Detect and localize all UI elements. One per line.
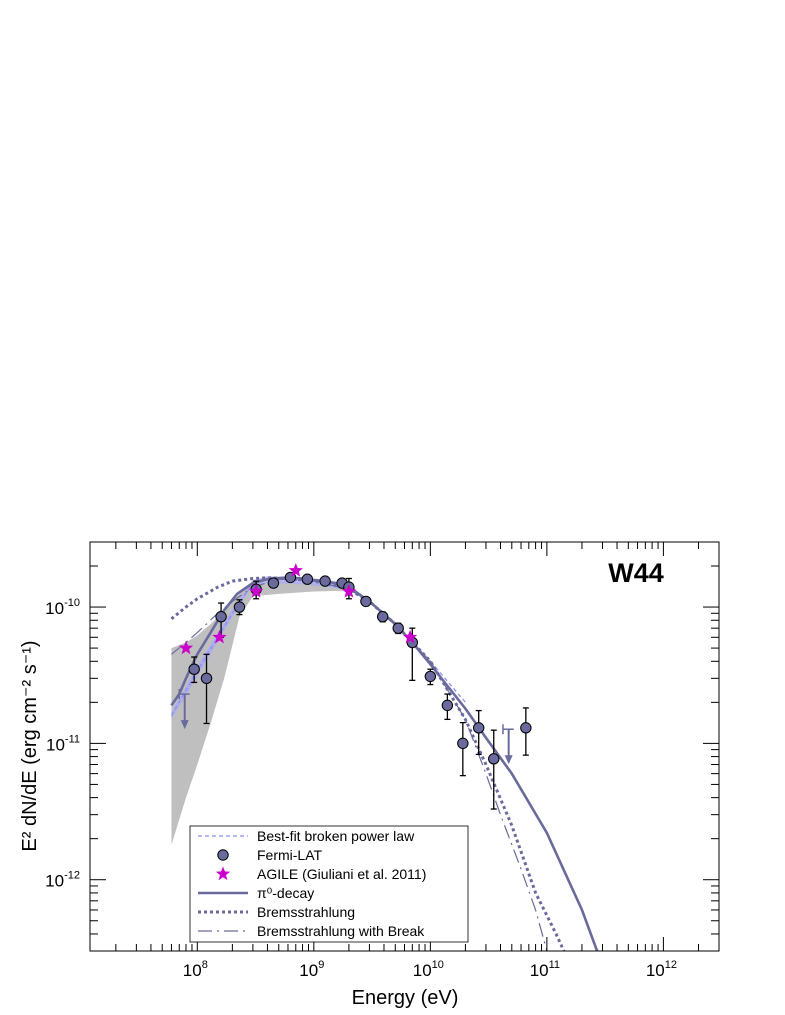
tick-label-exponent: -11 <box>65 733 80 745</box>
agile-point <box>249 584 264 598</box>
series-line-5 <box>171 578 548 951</box>
tick-label-exponent: 11 <box>549 959 560 971</box>
fermi-point <box>457 737 469 750</box>
fermi-point <box>392 622 404 634</box>
agile-point <box>178 640 194 655</box>
x-tick-label: 1012 <box>646 959 677 980</box>
fermi-point <box>441 699 454 712</box>
agile-point <box>288 563 303 577</box>
legend-label: AGILE (Giuliani et al. 2011) <box>257 866 426 882</box>
legend-label: π⁰-decay <box>257 885 314 901</box>
legend-box <box>189 825 469 943</box>
legend-swatch-star <box>215 866 231 881</box>
tick-label-base: 10 <box>646 961 665 980</box>
tick-label-base: 10 <box>45 872 64 891</box>
fermi-point <box>319 575 331 587</box>
fermi-point <box>488 753 500 765</box>
fermi-point <box>473 722 485 734</box>
tick-label-exponent: 10 <box>432 959 444 971</box>
fermi-point <box>376 610 389 623</box>
upper-limit-arrow <box>180 720 189 730</box>
systematic-uncertainty-band <box>171 581 349 845</box>
tick-label-exponent: 12 <box>665 959 677 971</box>
x-tick-label: 1011 <box>530 959 560 980</box>
data-points-layer <box>178 563 532 810</box>
x-tick-label: 108 <box>183 959 208 980</box>
fermi-point <box>233 601 246 613</box>
legend-label: Bremsstrahlung with Break <box>257 923 425 939</box>
tick-label-exponent: 8 <box>202 959 208 971</box>
tick-label-base: 10 <box>299 961 318 980</box>
legend-label: Bremsstrahlung <box>257 904 355 920</box>
tick-label-base: 10 <box>45 599 64 618</box>
tick-label-exponent: -10 <box>64 597 80 609</box>
fermi-point <box>188 663 200 675</box>
fermi-point <box>520 722 532 734</box>
legend-label: Fermi-LAT <box>257 847 323 863</box>
tick-label-exponent: 9 <box>318 959 324 971</box>
agile-point <box>212 629 227 644</box>
tick-label-base: 10 <box>530 961 549 980</box>
x-tick-label: 1010 <box>413 959 444 980</box>
fermi-point <box>267 577 280 589</box>
agile-point <box>341 584 356 598</box>
tick-label-base: 10 <box>183 961 202 980</box>
y-tick-label: 10-11 <box>46 733 80 754</box>
legend: Best-fit broken power law Fermi-LAT AGILE … <box>189 825 469 943</box>
agile-point <box>403 629 418 644</box>
fermi-point <box>360 595 372 608</box>
fermi-point <box>215 610 227 623</box>
x-axis-label: Energy (eV) <box>352 987 459 1009</box>
tick-label-base: 10 <box>413 961 432 980</box>
chart-title: W44 <box>608 558 664 588</box>
upper-limit-arrow <box>504 755 513 765</box>
legend-label: Best-fit broken power law <box>257 828 415 844</box>
tick-label-base: 10 <box>46 735 65 754</box>
fermi-point <box>424 670 437 683</box>
legend-swatch-circle <box>217 849 229 861</box>
y-tick-label: 10-12 <box>45 870 80 891</box>
y-axis-label: E² dN/dE (erg cm⁻² s⁻¹) <box>19 640 41 851</box>
fermi-point <box>301 573 314 585</box>
uncertainty-band-layer <box>171 576 349 845</box>
fermi-point <box>200 672 213 685</box>
x-tick-label: 109 <box>299 959 324 980</box>
tick-label-exponent: -12 <box>64 870 80 882</box>
y-tick-label: 10-10 <box>45 597 80 618</box>
